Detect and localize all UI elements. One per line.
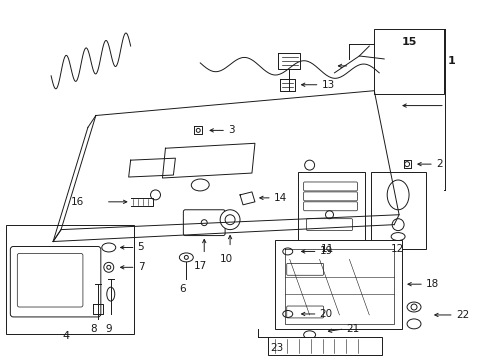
Text: 9: 9 xyxy=(105,324,112,334)
Text: 13: 13 xyxy=(321,80,334,90)
Text: 16: 16 xyxy=(71,197,84,207)
Text: 2: 2 xyxy=(435,159,442,169)
Text: 22: 22 xyxy=(455,310,468,320)
Text: 12: 12 xyxy=(390,244,403,255)
FancyBboxPatch shape xyxy=(297,172,365,249)
Text: 1: 1 xyxy=(447,56,455,66)
Text: 15: 15 xyxy=(401,37,416,47)
FancyBboxPatch shape xyxy=(6,225,133,334)
Text: 8: 8 xyxy=(90,324,97,334)
Text: 3: 3 xyxy=(227,125,234,135)
Text: 5: 5 xyxy=(137,243,144,252)
FancyBboxPatch shape xyxy=(373,29,443,94)
Text: 14: 14 xyxy=(273,193,286,203)
Circle shape xyxy=(220,210,240,230)
Text: 10: 10 xyxy=(219,255,232,265)
Text: 19: 19 xyxy=(319,247,332,256)
Text: 18: 18 xyxy=(425,279,438,289)
FancyBboxPatch shape xyxy=(183,210,224,235)
Text: 21: 21 xyxy=(346,324,359,334)
Text: 7: 7 xyxy=(137,262,144,272)
Text: 11: 11 xyxy=(320,244,333,255)
Text: 17: 17 xyxy=(193,261,206,271)
FancyBboxPatch shape xyxy=(274,239,401,329)
Text: 4: 4 xyxy=(62,331,69,341)
Text: 20: 20 xyxy=(319,309,332,319)
Text: 6: 6 xyxy=(179,284,185,294)
FancyBboxPatch shape xyxy=(267,337,382,355)
Text: 23: 23 xyxy=(269,343,283,353)
FancyBboxPatch shape xyxy=(370,172,425,249)
Polygon shape xyxy=(61,91,398,230)
